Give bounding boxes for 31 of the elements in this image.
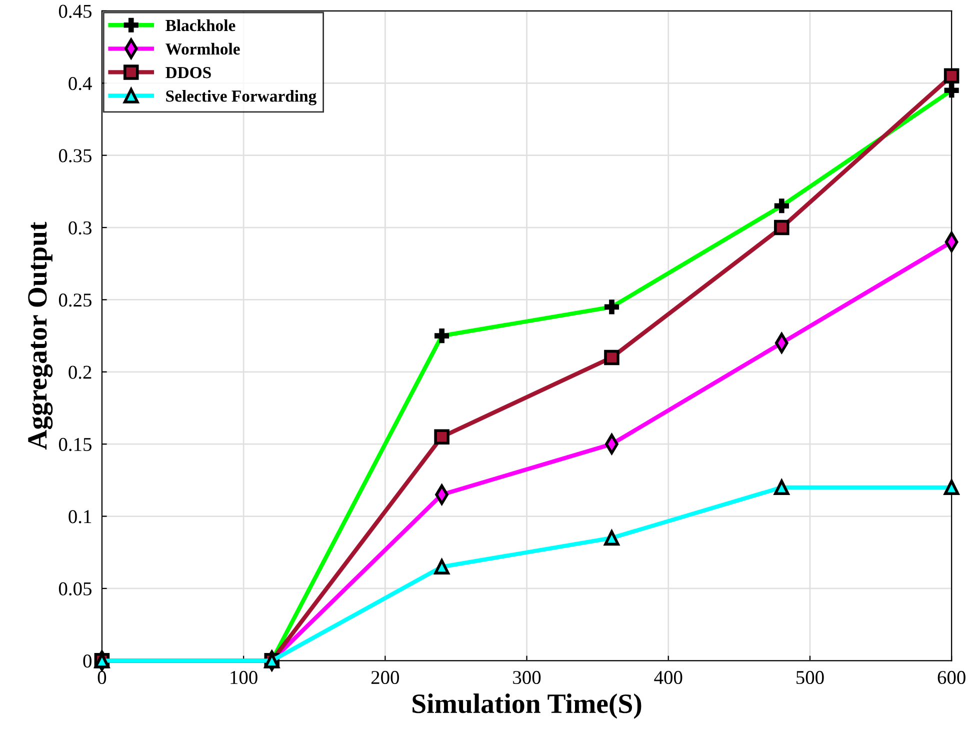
y-tick-label: 0.25 bbox=[58, 294, 92, 307]
y-axis-title: Aggregator Output bbox=[28, 222, 53, 450]
y-tick-label: 0.45 bbox=[58, 4, 92, 18]
x-tick-label: 300 bbox=[513, 670, 541, 684]
point bbox=[604, 350, 620, 366]
y-tick-label: 0.05 bbox=[58, 582, 92, 596]
point bbox=[434, 559, 450, 574]
point bbox=[944, 68, 960, 84]
x-tick-label: 100 bbox=[230, 670, 258, 684]
x-tick-label: 0 bbox=[98, 670, 106, 684]
y-tick-label: 0.15 bbox=[58, 438, 92, 452]
legend-label: Blackhole bbox=[166, 19, 236, 32]
y-tick-label: 0.4 bbox=[68, 76, 92, 90]
y-tick-label: 0.1 bbox=[68, 510, 92, 524]
y-tick-label: 0.35 bbox=[58, 149, 92, 162]
y-tick-label: 0.3 bbox=[68, 221, 92, 235]
y-tick-label: 0.2 bbox=[68, 366, 92, 379]
x-axis-title: Simulation Time(S) bbox=[412, 694, 642, 719]
x-tick-label: 500 bbox=[796, 670, 824, 684]
x-tick-label: 600 bbox=[938, 670, 966, 684]
legend-label: Selective Forwarding bbox=[166, 90, 316, 106]
legend-label: DDOS bbox=[166, 67, 211, 78]
y-tick-label: 0 bbox=[83, 654, 92, 668]
x-tick-label: 200 bbox=[371, 670, 400, 684]
point bbox=[604, 530, 620, 546]
point bbox=[944, 480, 960, 496]
point bbox=[774, 220, 790, 236]
point bbox=[774, 480, 790, 496]
point bbox=[434, 429, 450, 445]
x-tick-label: 400 bbox=[654, 670, 682, 684]
legend-label: Wormhole bbox=[166, 42, 240, 55]
